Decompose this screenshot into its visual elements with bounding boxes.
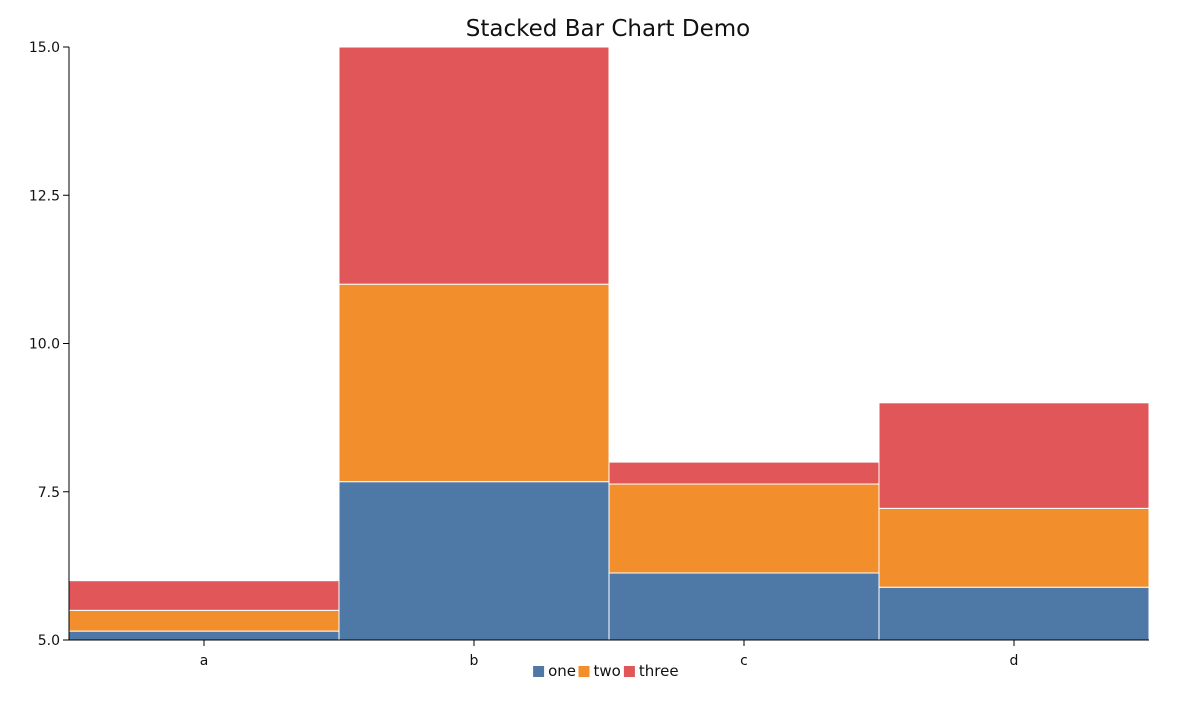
bar-b-three [338,46,610,285]
legend-item-two: two [578,662,621,680]
y-tick-label: 5.0 [38,633,60,649]
bar-d-one [878,586,1150,641]
legend-item-one: one [533,662,576,680]
legend-label: two [594,662,621,680]
axes-layer: 5.0 7.5 10.0 12.5 15.0 a b c d [29,40,1149,669]
y-tick-label: 15.0 [29,40,60,56]
legend-swatch [623,666,635,677]
x-tick-label: a [200,653,209,669]
bar-c-one [608,572,880,641]
x-tick-label: d [1010,653,1019,669]
y-tick-label: 12.5 [29,188,60,204]
legend-swatch [578,666,590,677]
chart-title: Stacked Bar Chart Demo [466,16,750,42]
bar-b-one [338,481,610,641]
bar-d-two [878,507,1150,588]
legend-swatch [533,666,545,677]
x-tick-label: c [740,653,748,669]
bar-d-three [878,402,1150,509]
legend-item-three: three [623,662,679,680]
bar-a-three [68,580,340,611]
bar-a-one [68,630,340,641]
bar-b-two [338,283,610,483]
legend: one two three [533,662,679,680]
bars-layer [68,46,1150,641]
bar-c-two [608,483,880,574]
y-tick-label: 10.0 [29,337,60,353]
bar-a-two [68,609,340,632]
legend-label: three [639,662,679,680]
x-tick-label: b [470,653,479,669]
y-tick-label: 7.5 [38,485,60,501]
legend-label: one [548,662,576,680]
bar-c-three [608,461,880,485]
